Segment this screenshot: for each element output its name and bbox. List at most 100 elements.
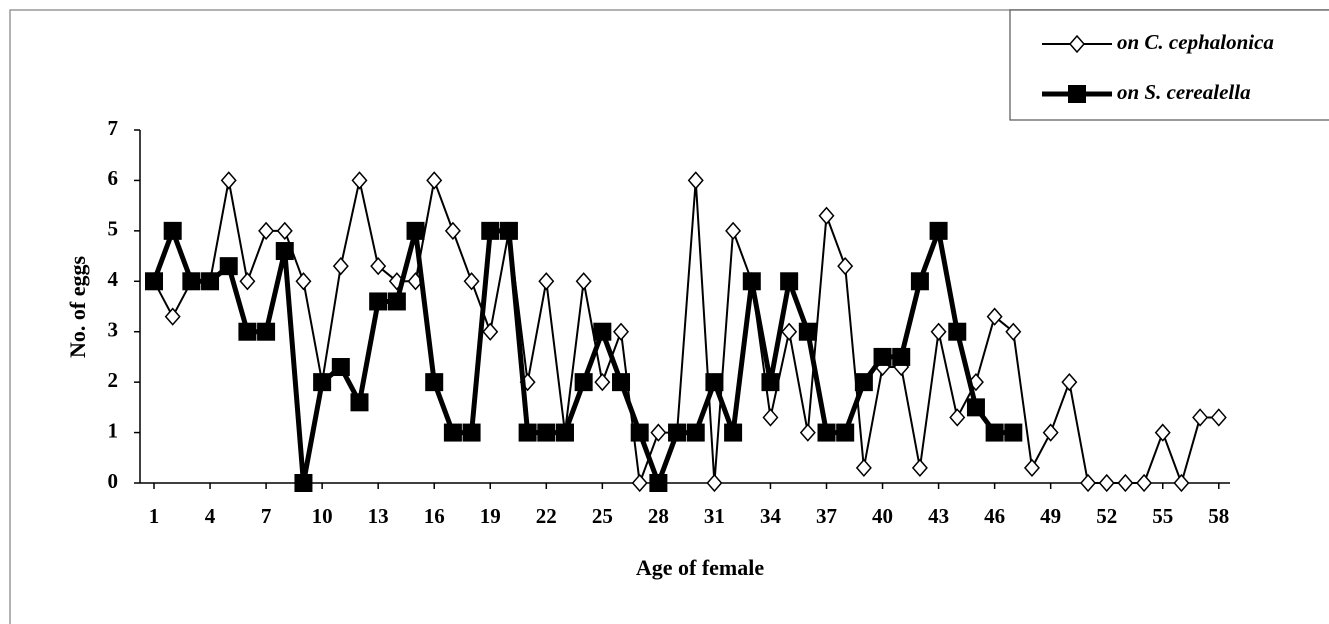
marker-diamond — [1136, 473, 1153, 493]
marker-diamond — [538, 272, 555, 291]
marker-diamond — [781, 322, 798, 341]
x-tick-label: 22 — [536, 504, 557, 528]
marker-diamond — [930, 322, 947, 341]
x-tick-label: 55 — [1152, 504, 1173, 528]
legend-box — [1009, 9, 1329, 121]
marker-square — [1068, 85, 1086, 103]
marker-diamond — [631, 473, 648, 493]
y-tick-label: 7 — [108, 116, 119, 140]
marker-square — [462, 423, 481, 442]
marker-diamond — [1042, 423, 1059, 442]
marker-square — [593, 322, 612, 341]
marker-diamond — [463, 272, 480, 291]
marker-square — [555, 423, 574, 442]
marker-square — [724, 423, 743, 442]
marker-square — [742, 272, 761, 291]
marker-diamond — [1080, 473, 1097, 493]
x-tick-label: 7 — [261, 504, 272, 528]
marker-square — [705, 373, 724, 392]
marker-square — [518, 423, 537, 442]
marker-square — [257, 322, 276, 341]
marker-diamond — [1098, 473, 1115, 493]
marker-diamond — [687, 171, 704, 190]
marker-square — [873, 347, 892, 366]
marker-diamond — [1069, 34, 1085, 54]
marker-diamond — [164, 307, 181, 326]
marker-diamond — [725, 221, 742, 240]
marker-diamond — [762, 408, 779, 427]
marker-square — [313, 373, 332, 392]
marker-square — [182, 272, 201, 291]
x-tick-label: 37 — [816, 504, 837, 528]
marker-square — [612, 373, 631, 392]
marker-diamond — [1005, 322, 1022, 341]
marker-diamond — [650, 423, 667, 442]
marker-diamond — [1192, 408, 1209, 427]
marker-square — [369, 292, 388, 311]
marker-square — [780, 272, 799, 291]
marker-square — [294, 474, 313, 492]
marker-diamond — [276, 221, 293, 240]
marker-square — [238, 322, 257, 341]
marker-diamond — [818, 206, 835, 225]
frame — [9, 9, 1329, 624]
marker-diamond — [426, 171, 443, 190]
marker-diamond — [1210, 408, 1227, 427]
legend-label: on S. cerealella — [1117, 80, 1251, 104]
x-tick-label: 28 — [648, 504, 669, 528]
marker-square — [761, 373, 780, 392]
marker-square — [350, 393, 369, 412]
marker-square — [499, 221, 518, 240]
x-axis-label: Age of female — [636, 555, 765, 580]
marker-diamond — [799, 423, 816, 442]
marker-diamond — [855, 458, 872, 478]
marker-diamond — [1154, 423, 1171, 442]
marker-square — [387, 292, 406, 311]
x-tick-label: 13 — [368, 504, 389, 528]
x-tick-label: 16 — [424, 504, 445, 528]
marker-square — [985, 423, 1004, 442]
marker-square — [649, 474, 668, 492]
marker-square — [331, 358, 350, 377]
marker-square — [668, 423, 687, 442]
marker-square — [145, 272, 164, 291]
marker-square — [966, 398, 985, 417]
x-tick-label: 4 — [205, 504, 216, 528]
marker-square — [1004, 423, 1023, 442]
marker-square — [481, 221, 500, 240]
x-tick-label: 34 — [760, 504, 782, 528]
marker-diamond — [706, 473, 723, 493]
marker-square — [892, 347, 911, 366]
marker-diamond — [949, 408, 966, 427]
x-tick-label: 49 — [1040, 504, 1061, 528]
y-tick-label: 1 — [108, 418, 119, 442]
marker-diamond — [837, 257, 854, 276]
y-tick-label: 3 — [108, 318, 119, 342]
x-tick-label: 31 — [704, 504, 725, 528]
marker-diamond — [1117, 473, 1134, 493]
marker-square — [443, 423, 462, 442]
marker-square — [219, 257, 238, 276]
x-tick-label: 58 — [1208, 504, 1229, 528]
marker-diamond — [295, 272, 312, 291]
x-tick-label: 46 — [984, 504, 1005, 528]
marker-diamond — [986, 307, 1003, 326]
marker-square — [910, 272, 929, 291]
marker-diamond — [1061, 373, 1078, 392]
marker-square — [630, 423, 649, 442]
y-axis-label: No. of eggs — [65, 256, 90, 358]
marker-square — [948, 322, 967, 341]
x-tick-label: 25 — [592, 504, 613, 528]
marker-square — [929, 221, 948, 240]
marker-square — [406, 221, 425, 240]
marker-square — [817, 423, 836, 442]
x-tick-label: 43 — [928, 504, 949, 528]
marker-diamond — [444, 221, 461, 240]
x-tick-label: 52 — [1096, 504, 1117, 528]
marker-square — [163, 221, 182, 240]
marker-square — [537, 423, 556, 442]
marker-square — [275, 242, 294, 261]
legend-label: on C. cephalonica — [1117, 30, 1274, 54]
marker-diamond — [258, 221, 275, 240]
